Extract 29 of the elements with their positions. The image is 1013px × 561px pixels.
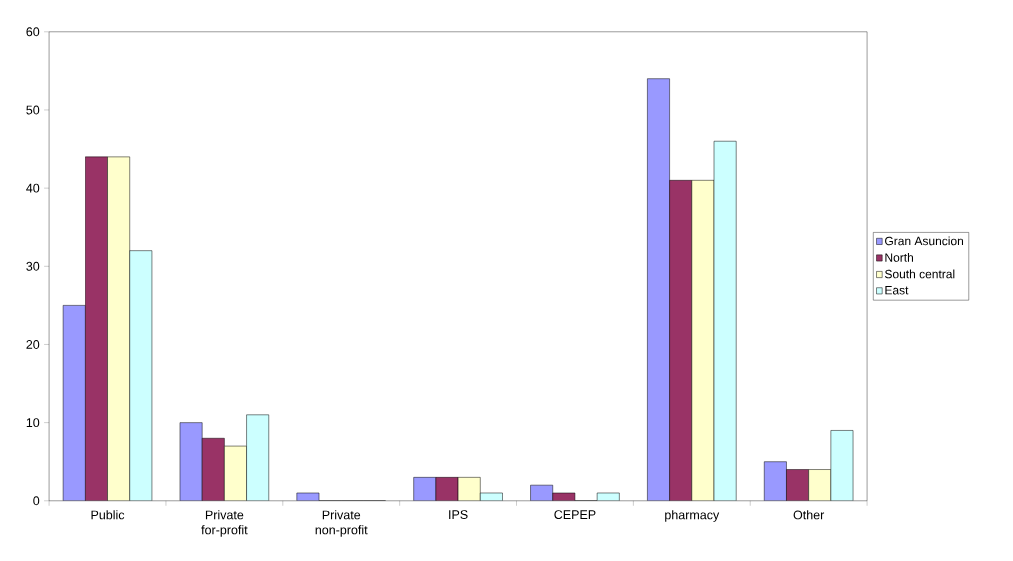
legend-label: South central: [884, 269, 955, 279]
x-tick-label: IPS: [449, 510, 468, 520]
y-tick-label: 40: [26, 183, 40, 193]
bar: [107, 156, 130, 501]
y-tick-label: 20: [26, 340, 40, 349]
x-tick-label: Private non-profit: [315, 510, 368, 537]
y-tick-label: 30: [26, 261, 40, 271]
bar: [808, 469, 832, 501]
bar: [691, 180, 714, 501]
x-tick-label: pharmacy: [665, 510, 720, 522]
bar: [764, 461, 787, 501]
x-tick-label: Public: [91, 510, 125, 520]
legend-label: North: [885, 252, 913, 262]
legend-label: Gran Asuncion: [885, 236, 964, 246]
bar: [179, 422, 203, 501]
y-tick-label: 10: [26, 418, 40, 428]
y-tick-label: 60: [26, 27, 40, 37]
bar: [129, 250, 152, 501]
y-tick-label: 50: [26, 105, 40, 115]
bar: [714, 141, 737, 501]
bar: [224, 446, 247, 501]
y-tick-label: 0: [33, 496, 40, 506]
bar: [647, 78, 670, 501]
x-tick-label: Private for-profit: [201, 510, 248, 537]
legend-label: East: [885, 286, 909, 295]
bar: [63, 305, 86, 501]
x-tick-label: Other: [793, 510, 825, 520]
bar: [246, 414, 269, 501]
x-tick-label: CEPEP: [554, 510, 596, 520]
